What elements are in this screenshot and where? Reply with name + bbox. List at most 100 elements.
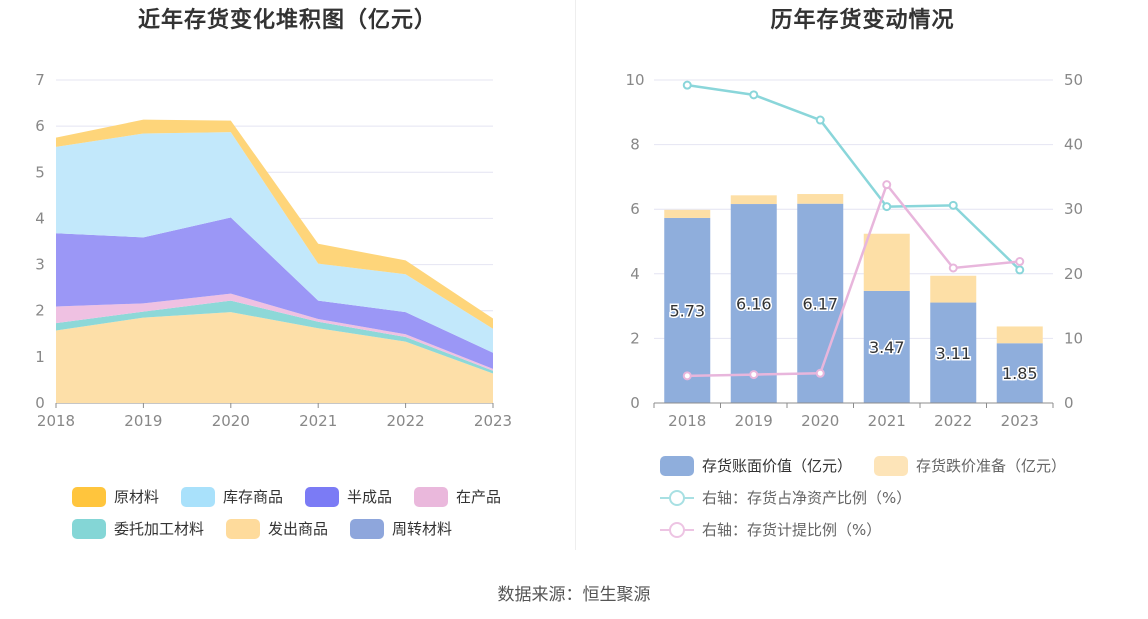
y-tick-label: 6	[35, 117, 45, 135]
line-point	[682, 371, 692, 381]
area-series	[56, 293, 493, 371]
legend-item-consigned[interactable]: 委托加工材料	[72, 518, 204, 539]
legend-item-book-value[interactable]: 存货账面价值（亿元）	[660, 455, 852, 476]
line-point	[1015, 257, 1025, 267]
legend-swatch-raw-materials	[72, 486, 106, 507]
right-chart-title: 历年存货变动情况	[770, 8, 955, 33]
legend-label-inventory-ratio: 右轴：存货占净资产比例（%）	[702, 489, 912, 507]
area-series	[56, 312, 493, 403]
left-chart-title: 近年存货变化堆积图（亿元）	[137, 8, 437, 33]
y-tick-label: 3	[35, 256, 45, 274]
y-left-tick-label: 8	[630, 136, 640, 154]
x-tick-label: 2018	[668, 412, 706, 430]
bar-impairment	[664, 209, 711, 218]
bar-data-label: 3.47	[869, 338, 905, 357]
legend-line-inventory-ratio	[660, 488, 694, 508]
y-right-tick-label: 0	[1064, 394, 1074, 412]
legend-label-provision-ratio: 右轴：存货计提比例（%）	[702, 521, 882, 539]
line-point	[682, 80, 692, 90]
legend-swatch-finished-goods	[181, 486, 216, 507]
bar-book-value	[930, 302, 977, 403]
bar-data-label: 6.17	[802, 294, 838, 313]
stacked-area-chart: 0 1 2 3 4 5 6 7 2018 2019 2020 2021 2022 2023	[35, 71, 512, 430]
x-tick-label: 2018	[37, 412, 75, 430]
line-point	[815, 115, 825, 125]
bar-data-label: 1.85	[1002, 364, 1038, 383]
bar-data-label: 5.73	[669, 301, 705, 320]
bar-impairment	[730, 195, 777, 205]
y-tick-label: 5	[35, 163, 45, 181]
legend-item-semi-finished[interactable]: 半成品	[305, 486, 392, 507]
bar-impairment	[930, 275, 977, 303]
legend-line-provision-ratio	[660, 520, 694, 540]
legend-swatch-impairment	[874, 455, 909, 476]
legend-swatch-consigned	[72, 518, 106, 539]
legend-item-wip[interactable]: 在产品	[414, 486, 501, 507]
data-source-note: 数据来源：恒生聚源	[497, 585, 651, 605]
y-tick-label: 7	[35, 71, 45, 89]
legend-label-raw-materials: 原材料	[114, 488, 160, 506]
legend-item-impairment[interactable]: 存货跌价准备（亿元）	[874, 455, 1066, 476]
right-legend-row-1: 存货账面价值（亿元） 存货跌价准备（亿元）	[660, 455, 1088, 476]
y-right-tick-label: 10	[1064, 329, 1083, 347]
legend-label-consigned: 委托加工材料	[114, 520, 205, 538]
line-point	[948, 263, 958, 273]
bar-impairment	[863, 233, 910, 291]
x-tick-label: 2022	[387, 412, 425, 430]
bar-book-value	[730, 204, 777, 403]
bar-data-label: 3.11	[935, 344, 971, 363]
legend-label-turnover-materials: 周转材料	[392, 520, 453, 538]
line-provision-ratio	[687, 182, 1020, 378]
line-point	[882, 180, 892, 190]
y-tick-label: 2	[35, 302, 45, 320]
y-right-tick-label: 30	[1064, 200, 1083, 218]
legend-swatch-turnover-materials	[350, 518, 385, 539]
legend-swatch-semi-finished	[305, 486, 340, 507]
line-point	[749, 370, 759, 380]
y-tick-label: 0	[35, 394, 45, 412]
x-tick-label: 2023	[1001, 412, 1039, 430]
bar-data-label: 6.16	[736, 295, 772, 314]
legend-swatch-wip	[414, 486, 449, 507]
legend-item-turnover-materials[interactable]: 周转材料	[350, 518, 452, 539]
y-right-tick-label: 20	[1064, 265, 1083, 283]
x-tick-label: 2019	[124, 412, 162, 430]
bar-line-combo-chart: 0 2 4 6 8 10 0 10 20 30 40 50 5.73 6.16 6.17 3.47 3.11 1.…	[625, 71, 1083, 430]
y-left-tick-label: 0	[630, 394, 640, 412]
legend-item-provision-ratio[interactable]: 右轴：存货计提比例（%）	[660, 519, 881, 540]
panel-divider	[575, 0, 576, 550]
left-legend-row-1: 原材料 库存商品 半成品 在产品	[72, 486, 523, 507]
x-tick-label: 2020	[212, 412, 250, 430]
legend-item-finished-goods[interactable]: 库存商品	[181, 486, 283, 507]
y-tick-label: 1	[35, 348, 45, 366]
legend-label-impairment: 存货跌价准备（亿元）	[916, 457, 1067, 475]
x-tick-label: 2021	[299, 412, 337, 430]
line-point	[948, 200, 958, 210]
y-tick-label: 4	[35, 209, 45, 227]
legend-label-semi-finished: 半成品	[347, 488, 393, 506]
line-point	[749, 90, 759, 100]
x-tick-label: 2020	[801, 412, 839, 430]
right-chart-panel: 历年存货变动情况 0 2 4 6 8 10 0 10 20 30 40 50 5.73 6.16 6.17 3…	[577, 0, 1148, 560]
area-series	[56, 132, 493, 353]
legend-label-shipped-goods: 发出商品	[268, 520, 329, 538]
legend-swatch-book-value	[660, 455, 694, 476]
bar-impairment	[996, 326, 1043, 344]
y-left-tick-label: 10	[625, 71, 644, 89]
legend-item-shipped-goods[interactable]: 发出商品	[226, 518, 328, 539]
line-point	[882, 202, 892, 212]
x-tick-label: 2022	[934, 412, 972, 430]
right-legend-row-3: 右轴：存货计提比例（%）	[660, 519, 903, 540]
y-left-tick-label: 6	[630, 200, 640, 218]
bar-book-value	[996, 343, 1043, 403]
x-tick-label: 2023	[474, 412, 512, 430]
right-legend-row-2: 右轴：存货占净资产比例（%）	[660, 487, 933, 508]
legend-item-raw-materials[interactable]: 原材料	[72, 486, 159, 507]
y-left-tick-label: 2	[630, 329, 640, 347]
left-chart-panel: 近年存货变化堆积图（亿元） 0 1 2 3 4 5 6 7 2018 2019 2020 2021 20…	[0, 0, 575, 560]
x-tick-label: 2021	[868, 412, 906, 430]
line-point	[815, 368, 825, 378]
legend-item-inventory-ratio[interactable]: 右轴：存货占净资产比例（%）	[660, 487, 911, 508]
legend-swatch-shipped-goods	[226, 518, 261, 539]
bar-book-value	[863, 290, 910, 403]
